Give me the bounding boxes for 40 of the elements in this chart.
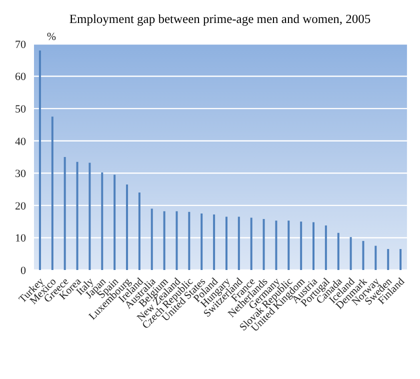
bar (238, 216, 240, 270)
bar (150, 208, 153, 270)
bar (374, 246, 377, 270)
y-tick-label: 20 (15, 200, 26, 212)
bar (76, 162, 78, 270)
bar (138, 192, 140, 270)
bar (250, 218, 252, 270)
y-tick-label: 70 (15, 38, 26, 51)
bar (337, 232, 340, 270)
bar (350, 237, 352, 270)
bar (200, 214, 203, 270)
bar (288, 220, 290, 270)
bar (176, 211, 178, 270)
bar (38, 50, 41, 270)
bar (126, 184, 128, 270)
y-tick-label: 10 (15, 232, 26, 245)
bar (400, 249, 402, 270)
bar (101, 172, 104, 270)
bar (188, 212, 190, 270)
bar (213, 214, 216, 270)
bar (51, 116, 54, 270)
bar (387, 249, 390, 270)
y-tick-label: 60 (15, 71, 26, 84)
bar (225, 216, 228, 270)
bar (262, 218, 265, 270)
bar (324, 225, 327, 270)
bar (362, 240, 364, 270)
chart-title: Employment gap between prime-age men and women, 2005 (68, 11, 372, 28)
bar (114, 174, 116, 270)
bar (312, 222, 315, 270)
bar (163, 211, 166, 270)
bar (88, 162, 91, 270)
bar (275, 220, 278, 270)
bar (64, 157, 66, 270)
y-axis-title: % (46, 30, 56, 43)
y-tick-label: 50 (15, 103, 26, 116)
y-tick-label: 0 (20, 264, 26, 277)
bar (300, 222, 302, 270)
y-tick-label: 40 (15, 136, 26, 148)
y-tick-label: 30 (15, 168, 26, 180)
